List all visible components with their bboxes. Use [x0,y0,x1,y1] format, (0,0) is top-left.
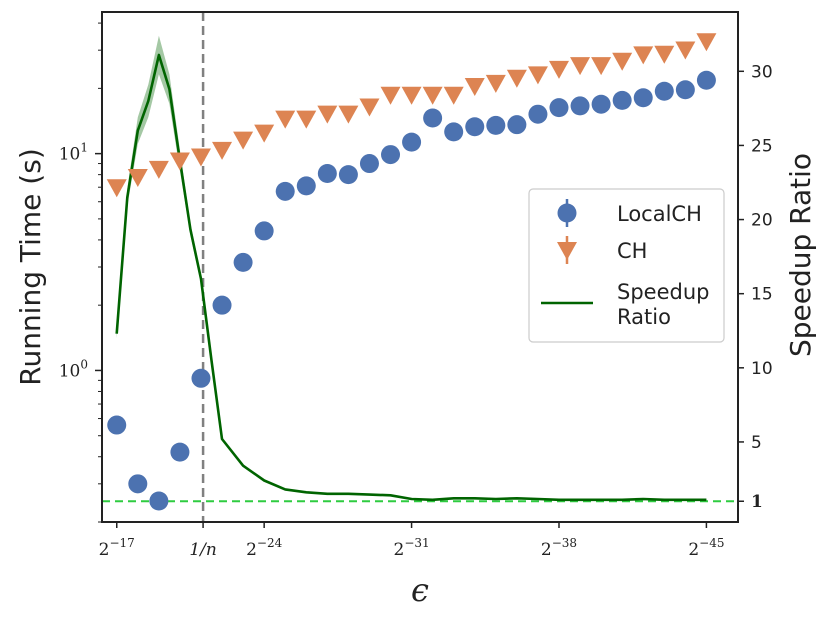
ch-point [127,169,148,188]
ch-point [148,160,169,179]
localch-point [654,81,674,101]
right-tick-label: 5 [751,433,762,453]
ch-point [485,74,506,93]
ch-point [464,78,485,97]
localch-point [254,221,274,241]
localch-point [296,176,316,196]
ch-point [527,66,548,85]
ch-point [401,86,422,105]
right-tick-label: 25 [751,136,773,156]
ch-point [275,110,296,129]
ch-point [106,179,127,198]
ch-point [696,33,717,52]
ch-point [233,131,254,150]
x-axis-label: ϵ [411,571,429,609]
ch-point [570,57,591,76]
ch-point [169,152,190,171]
localch-point [486,115,506,135]
right-tick-label: 15 [751,285,773,305]
reference-lines-layer [102,12,738,522]
right-tick-label: 30 [751,62,773,82]
ch-point [675,41,696,60]
localch-points-layer [107,70,716,511]
ch-point [591,57,612,76]
ch-point [338,105,359,124]
legend-localch-marker [557,203,577,223]
x-tick-label: 2−24 [246,536,283,560]
localch-point [107,415,127,435]
localch-point [191,368,211,388]
localch-point [423,108,443,128]
left-axis-label: Running Time (s) [14,148,47,386]
speedup-line-layer [115,53,707,502]
localch-point [675,80,695,100]
localch-point [507,115,527,135]
localch-point [696,70,716,90]
x-tick-label: 2−45 [688,536,724,560]
ch-point [506,69,527,88]
legend-speedup-label: Speedup Ratio [617,280,709,329]
ch-point [296,110,317,129]
localch-point [402,132,422,152]
legend-localch-label: LocalCH [617,202,702,226]
ch-point [190,148,211,167]
localch-point [591,94,611,114]
localch-point [338,165,358,185]
right-tick-label: 20 [751,211,773,231]
localch-point [528,104,548,124]
legend-ch-label: CH [617,239,647,263]
x-tick-label: 2−17 [99,536,135,560]
localch-point [549,98,569,118]
left-tick-label: 100 [59,357,88,381]
localch-point [465,117,485,137]
ch-point [654,45,675,64]
localch-point [381,145,401,165]
localch-point [570,96,590,116]
ch-point [317,105,338,124]
ch-point [548,60,569,79]
localch-point [212,295,232,315]
localch-point [170,442,190,462]
legend: LocalCH CH Speedup Ratio [528,188,725,343]
ch-point [359,98,380,117]
ch-point [254,124,275,143]
ch-point [422,86,443,105]
right-tick-label: 1 [751,492,763,512]
right-tick-label: 10 [751,359,773,379]
localch-point [149,491,169,511]
localch-point [633,88,653,108]
ch-point [633,46,654,65]
speedup-ratio-line [115,53,707,502]
ch-point [212,141,233,160]
localch-point [275,181,295,201]
legend-items: LocalCH CH Speedup Ratio [541,199,709,329]
localch-point [128,474,148,494]
localch-point [444,122,464,142]
x-tick-label: 2−31 [393,536,429,560]
localch-point [317,163,337,183]
x-tick-label: 1/n [189,540,217,560]
right-axis-label: Speedup Ratio [784,153,817,357]
ch-point [612,52,633,71]
ch-point [380,86,401,105]
left-axis-ticks: 100 101 [59,22,102,523]
legend-ch-marker [557,242,577,260]
x-axis-ticks: 2−17 1/n 2−24 2−31 2−38 2−45 [99,522,724,560]
localch-point [359,154,379,174]
localch-point [612,90,632,110]
localch-point [233,252,253,272]
ch-point [443,86,464,105]
ch-points-layer [106,33,717,198]
x-tick-label: 2−38 [541,536,577,560]
left-tick-label: 101 [59,141,88,165]
